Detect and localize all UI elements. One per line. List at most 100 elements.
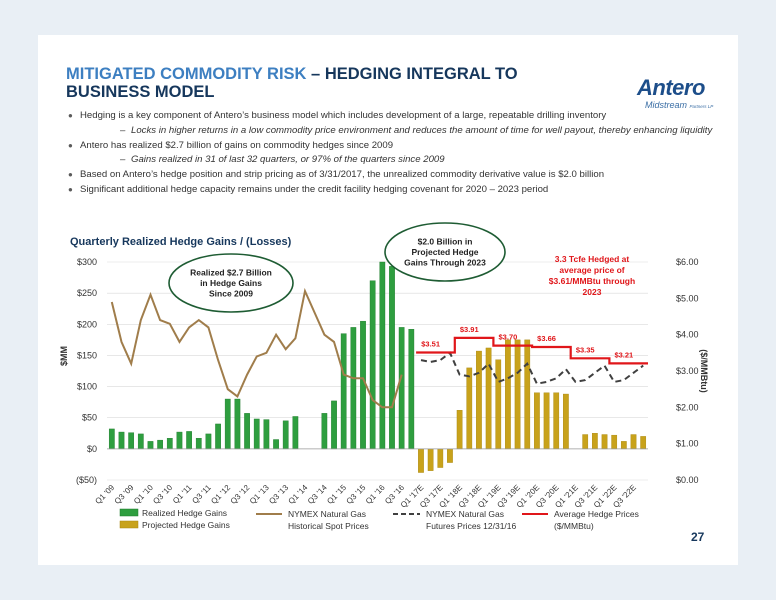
hedged-callout-text: average price of — [559, 265, 624, 275]
avg-price-label: $3.66 — [537, 334, 556, 343]
hedged-callout-text: $3.61/MMBtu through — [549, 276, 635, 286]
avg-price-label: $3.21 — [614, 350, 633, 359]
x-tick-label: Q3 '15 — [345, 483, 368, 506]
y-tick-label: $50 — [82, 413, 97, 423]
logo-name: Antero — [637, 75, 705, 100]
realized-gain-bar — [118, 431, 125, 450]
avg-price-label: $3.51 — [421, 339, 440, 348]
realized-gain-bar — [263, 419, 270, 450]
projected-gain-bar — [476, 350, 482, 450]
title-rest: – HEDGING INTEGRAL TO BUSINESS MODEL — [66, 65, 518, 101]
projected-gain-bar — [592, 433, 598, 450]
x-tick-label: Q1 '16 — [364, 483, 387, 506]
projected-callout-text: $2.0 Billion in — [418, 237, 473, 247]
bullet-item: Hedging is a key component of Antero’s b… — [66, 110, 726, 123]
legend-label: Projected Hedge Gains — [142, 520, 230, 530]
avg-price-label: $3.35 — [576, 345, 595, 354]
realized-gain-bar — [195, 438, 202, 450]
x-tick-label: Q3 '14 — [306, 483, 329, 506]
y2-axis-label: ($/MMBtu) — [699, 349, 709, 393]
realized-callout-ellipse — [168, 253, 294, 313]
projected-gain-bar — [505, 339, 511, 450]
realized-gain-bar — [128, 432, 135, 450]
bullet-item: Antero has realized $2.7 billion of gain… — [66, 140, 726, 153]
realized-gain-bar — [369, 280, 376, 450]
realized-gain-bar — [389, 266, 395, 450]
projected-gain-bar — [418, 448, 424, 473]
projected-gain-bar — [456, 410, 463, 450]
y-tick-label: $150 — [77, 350, 97, 360]
projected-gain-bar — [582, 434, 589, 450]
legend-label: Realized Hedge Gains — [142, 508, 227, 518]
realized-gain-bar — [360, 320, 366, 450]
realized-callout-text: in Hedge Gains — [200, 278, 262, 288]
sub-bullet-item: Locks in higher returns in a low commodi… — [66, 125, 726, 138]
realized-gain-bar — [340, 333, 347, 450]
legend-label: Futures Prices 12/31/16 — [426, 521, 517, 531]
projected-gain-bar — [427, 448, 434, 471]
realized-gain-bar — [331, 400, 337, 450]
realized-gain-bar — [147, 441, 154, 450]
projected-callout-ellipse — [384, 222, 506, 282]
realized-gain-bar — [166, 438, 173, 450]
y2-tick-label: $4.00 — [676, 330, 699, 340]
projected-gain-bar — [601, 434, 608, 450]
bullet-item: Significant additional hedge capacity re… — [66, 184, 726, 197]
y2-tick-label: $0.00 — [676, 475, 699, 485]
y2-tick-label: $6.00 — [676, 257, 699, 267]
company-logo: Antero Midstream Partners LP — [623, 75, 733, 115]
realized-gain-bar — [224, 398, 231, 450]
y2-tick-label: $2.00 — [676, 402, 699, 412]
legend-label: NYMEX Natural Gas — [426, 509, 504, 519]
x-tick-label: Q3 '11 — [190, 483, 213, 506]
projected-gain-bar — [620, 441, 627, 450]
hedged-callout-text: 3.3 Tcfe Hedged at — [555, 254, 630, 264]
logo-tiny: Partners LP — [689, 104, 714, 109]
projected-gain-bar — [437, 448, 444, 468]
projected-callout-text: Projected Hedge — [411, 247, 478, 257]
x-tick-label: Q1 '15 — [325, 483, 348, 506]
projected-gain-bar — [553, 392, 560, 450]
realized-gain-bar — [186, 431, 192, 450]
avg-hedge-line — [416, 336, 648, 365]
bullet-list: Hedging is a key component of Antero’s b… — [66, 110, 726, 199]
realized-gain-bar — [244, 413, 250, 450]
x-tick-label: Q1 '14 — [287, 483, 310, 506]
projected-callout-text: Gains Through 2023 — [404, 258, 486, 268]
realized-gain-bar — [108, 428, 115, 450]
x-tick-label: Q3 '13 — [267, 483, 290, 506]
y-tick-label: $250 — [77, 288, 97, 298]
realized-callout-text: Realized $2.7 Billion — [190, 268, 272, 278]
realized-gain-bar — [234, 398, 241, 450]
y-tick-label: $100 — [77, 382, 97, 392]
projected-gain-bar — [524, 339, 531, 450]
avg-price-label: $3.70 — [499, 333, 518, 342]
realized-gain-bar — [292, 416, 299, 450]
y-tick-label: $300 — [77, 257, 97, 267]
realized-gain-bar — [215, 423, 221, 450]
projected-gain-bar — [514, 339, 521, 450]
projected-gain-bar — [630, 434, 637, 450]
legend-swatch-projected — [119, 520, 139, 529]
realized-gain-bar — [321, 413, 328, 450]
x-tick-label: Q1 '13 — [248, 483, 271, 506]
y2-tick-label: $1.00 — [676, 439, 699, 449]
nymex-spot-line — [110, 287, 403, 409]
slide: MITIGATED COMMODITY RISK – HEDGING INTEG… — [38, 35, 738, 565]
realized-gain-bar — [137, 433, 144, 450]
projected-gain-bar — [485, 347, 492, 450]
y2-tick-label: $5.00 — [676, 293, 699, 303]
y-tick-label: ($50) — [76, 475, 97, 485]
page-number: 27 — [691, 530, 705, 544]
realized-gain-bar — [205, 433, 212, 450]
y2-tick-label: $3.00 — [676, 366, 699, 376]
realized-gain-bar — [398, 327, 405, 450]
realized-callout-text: Since 2009 — [209, 289, 253, 299]
legend-swatch-realized — [119, 508, 139, 517]
y-axis-label: $MM — [59, 346, 69, 366]
chart-title: Quarterly Realized Hedge Gains / (Losses… — [70, 236, 292, 248]
logo-sub: Midstream Partners LP — [645, 100, 713, 110]
projected-gain-bar — [534, 392, 540, 450]
realized-gain-bar — [350, 327, 357, 450]
